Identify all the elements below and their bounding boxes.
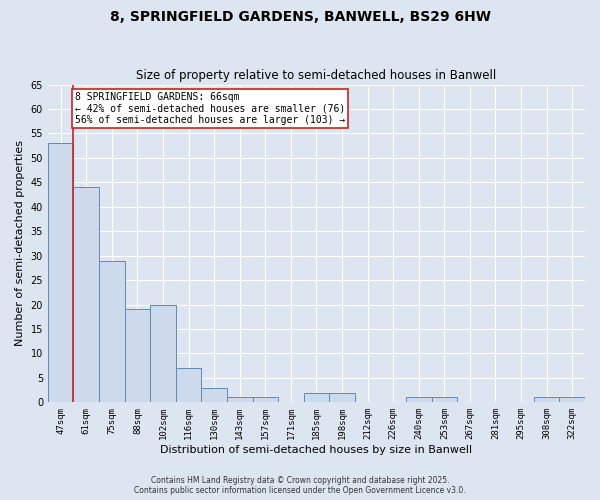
Bar [99,260,125,402]
Bar [73,187,99,402]
Y-axis label: Number of semi-detached properties: Number of semi-detached properties [15,140,25,346]
Text: Contains HM Land Registry data © Crown copyright and database right 2025.
Contai: Contains HM Land Registry data © Crown c… [134,476,466,495]
Bar [304,392,329,402]
Text: 8, SPRINGFIELD GARDENS, BANWELL, BS29 6HW: 8, SPRINGFIELD GARDENS, BANWELL, BS29 6H… [110,10,491,24]
Bar [534,398,559,402]
Bar [176,368,202,402]
Bar [48,143,73,403]
Bar [150,304,176,402]
Bar [406,398,431,402]
Bar [202,388,227,402]
Bar [559,398,585,402]
Bar [253,398,278,402]
X-axis label: Distribution of semi-detached houses by size in Banwell: Distribution of semi-detached houses by … [160,445,473,455]
Bar [329,392,355,402]
Bar [431,398,457,402]
Bar [227,398,253,402]
Title: Size of property relative to semi-detached houses in Banwell: Size of property relative to semi-detach… [136,69,497,82]
Text: 8 SPRINGFIELD GARDENS: 66sqm
← 42% of semi-detached houses are smaller (76)
56% : 8 SPRINGFIELD GARDENS: 66sqm ← 42% of se… [75,92,345,125]
Bar [125,310,150,402]
